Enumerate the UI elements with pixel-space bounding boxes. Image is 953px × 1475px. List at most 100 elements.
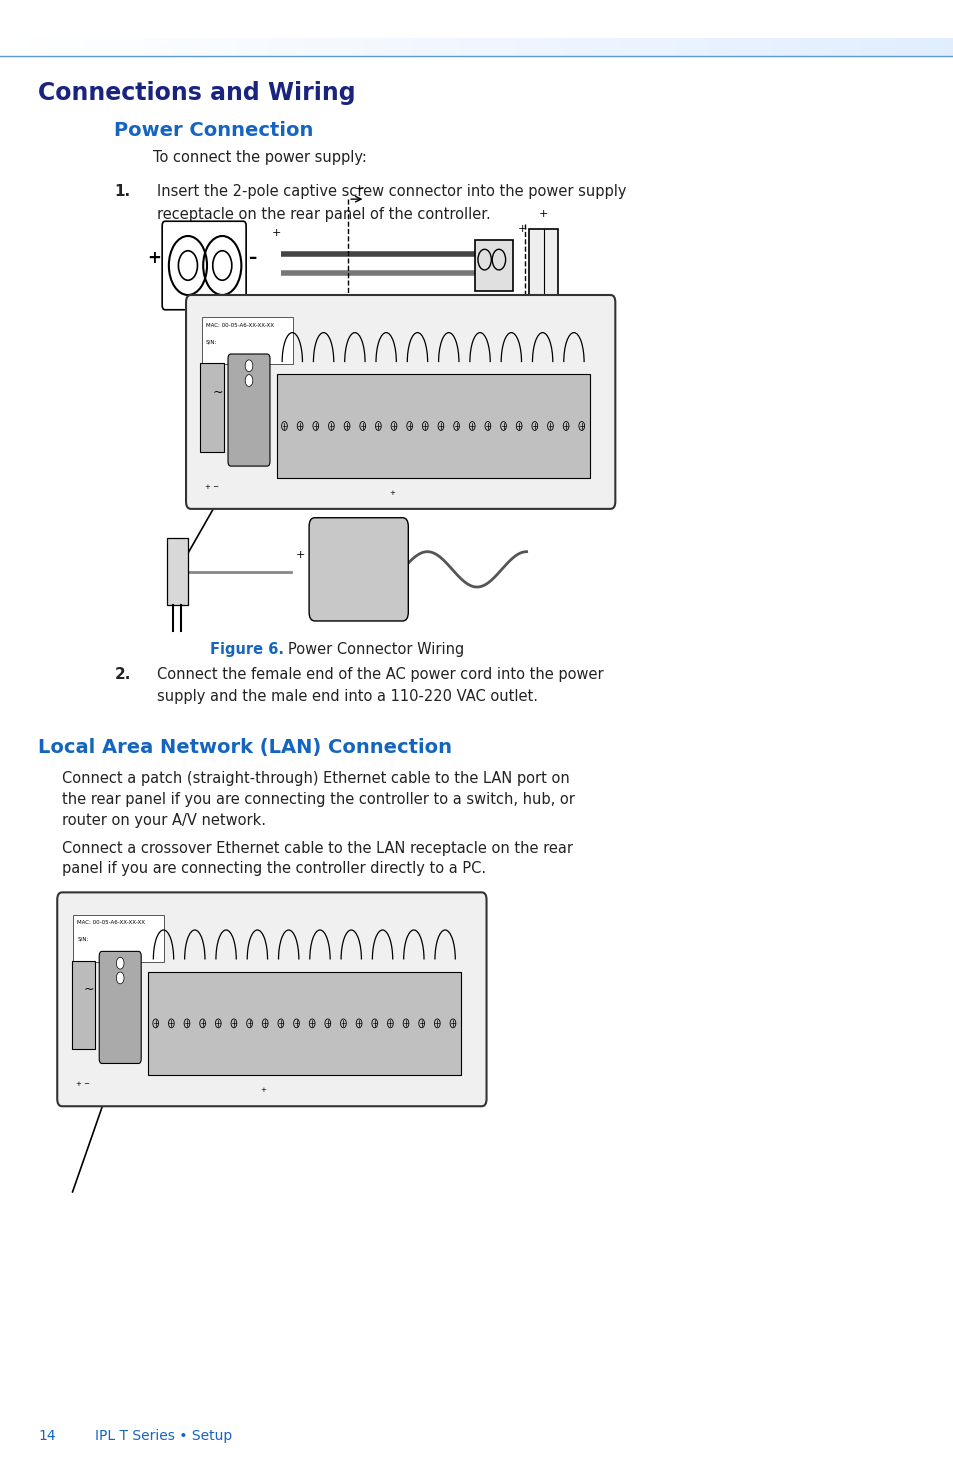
Bar bbox=[610, 38, 619, 56]
Bar bbox=[219, 38, 229, 56]
Bar bbox=[429, 38, 438, 56]
Bar bbox=[238, 38, 248, 56]
Bar bbox=[305, 38, 314, 56]
Text: Figure 6.: Figure 6. bbox=[210, 642, 284, 656]
Bar bbox=[529, 229, 558, 302]
Text: +: + bbox=[272, 229, 281, 237]
Bar bbox=[276, 375, 589, 478]
Bar bbox=[581, 38, 591, 56]
Bar bbox=[896, 38, 905, 56]
Bar bbox=[73, 914, 164, 962]
Bar bbox=[801, 38, 810, 56]
Bar bbox=[867, 38, 877, 56]
Bar bbox=[19, 38, 29, 56]
Bar bbox=[133, 38, 143, 56]
Bar bbox=[658, 38, 667, 56]
Bar bbox=[743, 38, 753, 56]
Bar bbox=[410, 38, 419, 56]
Bar bbox=[286, 38, 295, 56]
Text: MAC: 00-05-A6-XX-XX-XX: MAC: 00-05-A6-XX-XX-XX bbox=[77, 920, 145, 925]
Text: 1.: 1. bbox=[114, 184, 131, 199]
Bar bbox=[553, 38, 562, 56]
Bar bbox=[162, 38, 172, 56]
Bar bbox=[858, 38, 867, 56]
Bar bbox=[543, 38, 553, 56]
Bar bbox=[448, 38, 457, 56]
Bar bbox=[629, 38, 639, 56]
Bar bbox=[76, 38, 86, 56]
Text: S/N:: S/N: bbox=[77, 937, 89, 941]
Bar bbox=[810, 38, 820, 56]
Text: MAC: 00-05-A6-XX-XX-XX: MAC: 00-05-A6-XX-XX-XX bbox=[206, 323, 274, 327]
Bar bbox=[295, 38, 305, 56]
Text: Power Connection: Power Connection bbox=[114, 121, 314, 140]
Bar bbox=[572, 38, 581, 56]
Bar bbox=[619, 38, 629, 56]
Bar bbox=[877, 38, 886, 56]
Bar bbox=[762, 38, 772, 56]
Circle shape bbox=[245, 375, 253, 386]
Bar bbox=[524, 38, 534, 56]
Bar bbox=[10, 38, 19, 56]
Bar bbox=[172, 38, 181, 56]
Bar bbox=[496, 38, 505, 56]
Text: +: + bbox=[355, 184, 364, 193]
Bar bbox=[362, 38, 372, 56]
Text: supply and the male end into a 110-220 VAC outlet.: supply and the male end into a 110-220 V… bbox=[157, 689, 537, 704]
Bar bbox=[267, 38, 276, 56]
Text: ~: ~ bbox=[83, 982, 94, 996]
Bar bbox=[67, 38, 76, 56]
Text: +: + bbox=[260, 1087, 266, 1093]
Text: panel if you are connecting the controller directly to a PC.: panel if you are connecting the controll… bbox=[62, 861, 486, 876]
Circle shape bbox=[116, 957, 124, 969]
Bar bbox=[210, 38, 219, 56]
Bar bbox=[696, 38, 705, 56]
Bar bbox=[467, 38, 476, 56]
Bar bbox=[276, 38, 286, 56]
Circle shape bbox=[245, 360, 253, 372]
Text: +: + bbox=[517, 224, 527, 233]
Bar bbox=[167, 538, 188, 605]
Bar bbox=[715, 38, 724, 56]
Text: router on your A/V network.: router on your A/V network. bbox=[62, 813, 266, 827]
FancyBboxPatch shape bbox=[309, 518, 408, 621]
Bar bbox=[943, 38, 953, 56]
Bar bbox=[648, 38, 658, 56]
Bar bbox=[324, 38, 334, 56]
Bar bbox=[248, 38, 257, 56]
Bar bbox=[724, 38, 734, 56]
Text: IPL T Series • Setup: IPL T Series • Setup bbox=[95, 1429, 233, 1443]
Bar bbox=[848, 38, 858, 56]
Bar bbox=[505, 38, 515, 56]
Bar bbox=[591, 38, 600, 56]
Bar bbox=[114, 38, 124, 56]
Text: Power Connector Wiring: Power Connector Wiring bbox=[288, 642, 464, 656]
Bar bbox=[934, 38, 943, 56]
Text: the rear panel if you are connecting the controller to a switch, hub, or: the rear panel if you are connecting the… bbox=[62, 792, 575, 807]
Bar bbox=[391, 38, 400, 56]
Bar bbox=[534, 38, 543, 56]
Text: 2.: 2. bbox=[114, 667, 131, 681]
Bar bbox=[515, 38, 524, 56]
Text: –: – bbox=[521, 314, 527, 323]
Bar bbox=[71, 960, 95, 1049]
Bar bbox=[257, 38, 267, 56]
Bar bbox=[200, 363, 224, 451]
FancyBboxPatch shape bbox=[99, 951, 141, 1063]
Text: –: – bbox=[248, 249, 255, 267]
Text: Connections and Wiring: Connections and Wiring bbox=[38, 81, 355, 105]
Bar bbox=[753, 38, 762, 56]
Bar bbox=[820, 38, 829, 56]
Text: To connect the power supply:: To connect the power supply: bbox=[152, 150, 366, 165]
Text: Connect the female end of the AC power cord into the power: Connect the female end of the AC power c… bbox=[157, 667, 603, 681]
Text: + −: + − bbox=[76, 1081, 90, 1087]
Bar bbox=[229, 38, 238, 56]
Bar bbox=[772, 38, 781, 56]
Bar bbox=[419, 38, 429, 56]
Bar bbox=[0, 38, 10, 56]
Text: +: + bbox=[538, 209, 548, 218]
Bar bbox=[143, 38, 152, 56]
Bar bbox=[562, 38, 572, 56]
Bar bbox=[457, 38, 467, 56]
Bar bbox=[905, 38, 915, 56]
